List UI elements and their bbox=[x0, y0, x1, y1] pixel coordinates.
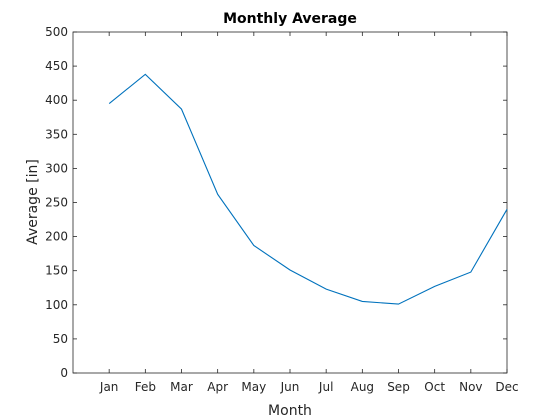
x-tick-label: Jun bbox=[280, 380, 300, 394]
x-tick-label: Oct bbox=[424, 380, 445, 394]
x-axis-label: Month bbox=[268, 403, 312, 419]
x-tick-label: Apr bbox=[207, 380, 228, 394]
series-line bbox=[108, 73, 508, 305]
y-tick-label: 500 bbox=[45, 25, 68, 39]
x-axis: Jan Feb Mar Apr May Jun Jul Aug Sep Oct Nov Dec bbox=[99, 32, 519, 394]
y-tick-label: 100 bbox=[45, 298, 68, 312]
y-tick-label: 200 bbox=[45, 230, 68, 244]
x-tick-label: Nov bbox=[459, 380, 482, 394]
x-tick-label: Dec bbox=[495, 380, 518, 394]
x-tick-label: May bbox=[241, 380, 266, 394]
x-tick-label: Jul bbox=[318, 380, 333, 394]
y-tick-label: 250 bbox=[45, 196, 68, 210]
y-tick-label: 350 bbox=[45, 127, 68, 141]
x-tick-label: Sep bbox=[387, 380, 410, 394]
x-tick-label: Feb bbox=[135, 380, 156, 394]
y-tick-label: 450 bbox=[45, 59, 68, 73]
y-tick-label: 150 bbox=[45, 264, 68, 278]
y-tick-label: 0 bbox=[60, 366, 68, 380]
chart-title: Monthly Average bbox=[223, 11, 357, 27]
series-group bbox=[108, 73, 508, 305]
x-tick-label: Jan bbox=[99, 380, 119, 394]
x-tick-label: Mar bbox=[170, 380, 193, 394]
plot-area bbox=[72, 31, 508, 374]
y-axis-label: Average [in] bbox=[25, 159, 41, 245]
x-tick-label: Aug bbox=[351, 380, 374, 394]
y-tick-label: 400 bbox=[45, 93, 68, 107]
y-axis: 0 50 100 150 200 250 300 350 400 450 500 bbox=[45, 25, 507, 380]
y-tick-label: 50 bbox=[53, 332, 68, 346]
y-tick-label: 300 bbox=[45, 161, 68, 175]
